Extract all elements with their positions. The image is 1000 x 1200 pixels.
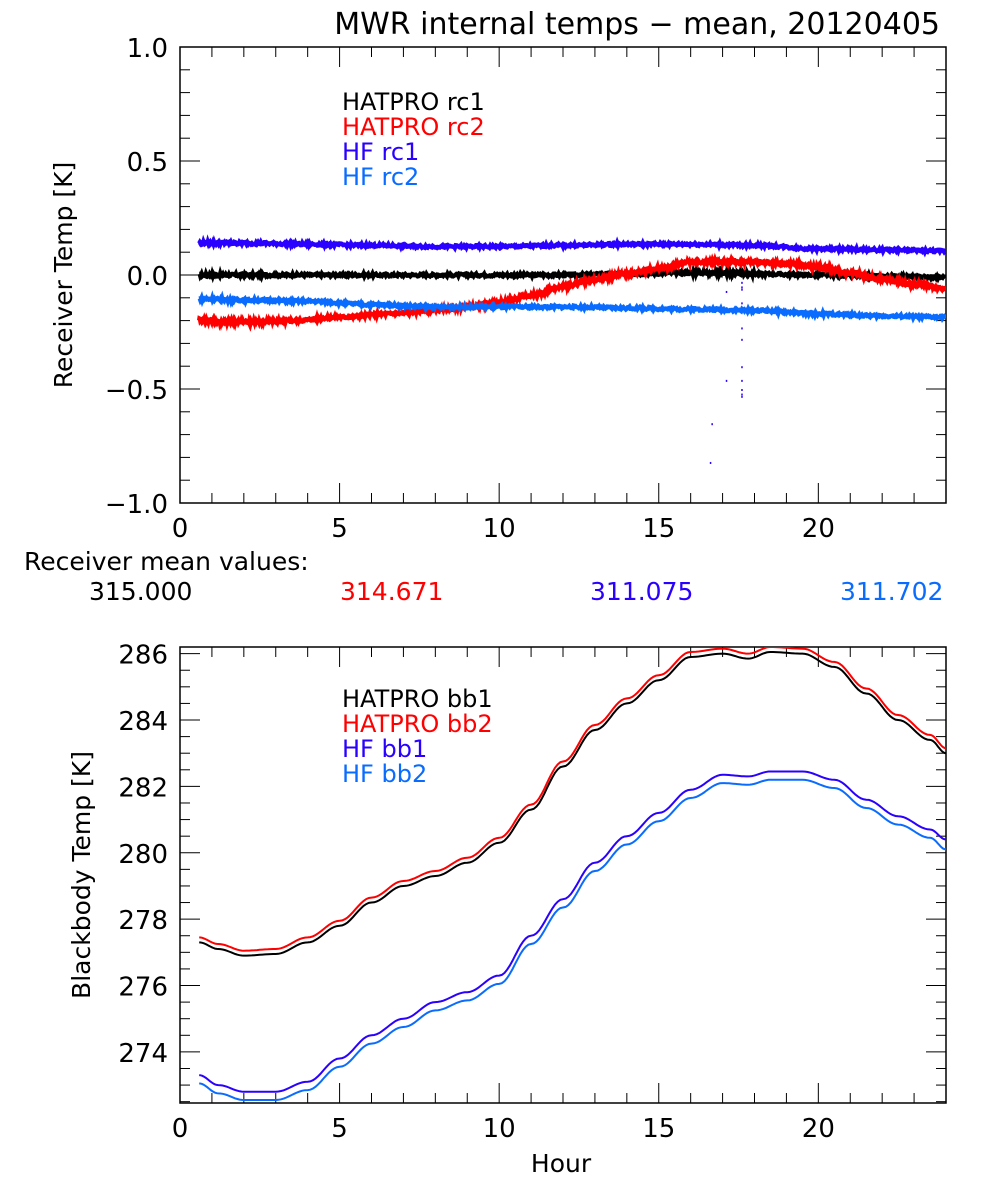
y-tick-label: −0.5 [105,376,168,406]
outlier-point [741,379,743,382]
y-tick-label: 280 [118,840,168,870]
y-axis-label: Blackbody Temp [K] [67,751,96,999]
receiver-mean-values: Receiver mean values: 315.000 314.671 31… [24,547,943,606]
legend-entry: HATPRO rc2 [342,113,485,141]
y-tick-label: 274 [118,1039,168,1069]
x-axis-label: Hour [531,1149,592,1178]
outlier-point [741,286,743,289]
series-line-hf-rc1 [197,234,946,258]
outlier-point [741,395,743,398]
outlier-point [741,288,743,291]
series-line-hatpro-rc2 [196,252,946,332]
legend-entry: HF rc1 [342,138,419,166]
receiver-mean-hatpro-rc1: 315.000 [89,577,192,606]
x-tick-label: 5 [331,1114,348,1144]
legend-entry: HATPRO bb2 [342,710,493,738]
y-tick-label: 1.0 [127,34,168,64]
outlier-point [725,290,728,293]
receiver-mean-label: Receiver mean values: [24,547,309,576]
y-tick-label: 276 [118,973,168,1003]
blackbody-temp-panel: 0 5 10 15 20 274 276 278 280 282 284 286 Blackbody T… [67,641,947,1178]
x-tick-label: 15 [642,1114,675,1144]
legend-entry: HATPRO rc1 [342,88,485,116]
series-line-hatpro-bb2 [199,647,946,952]
legend-entry: HATPRO bb1 [342,685,493,713]
x-tick-label: 15 [642,514,675,544]
plot-frame [179,646,947,1104]
receiver-mean-hf-rc2: 311.702 [840,577,943,606]
y-tick-label: 286 [118,641,168,671]
outlier-point [741,366,743,369]
legend-entry: HF rc2 [342,163,419,191]
x-tick-label: 5 [331,514,348,544]
outlier-point [725,379,728,382]
y-tick-label: 278 [118,906,168,936]
legend-entry: HF bb1 [342,735,427,763]
outlier-point [711,423,713,426]
outlier-point [741,327,743,330]
series-line-hf-bb2 [199,778,946,1101]
series-line-hf-rc2 [197,290,946,324]
legend-entry: HF bb2 [342,760,427,788]
x-tick-label: 20 [802,514,835,544]
x-tick-label: 0 [172,514,189,544]
y-tick-label: 284 [118,707,168,737]
outlier-point [741,389,743,391]
outlier-point [741,281,743,284]
y-axis-label: Receiver Temp [K] [49,162,78,389]
y-tick-label: −1.0 [105,490,168,520]
x-tick-label: 10 [483,514,516,544]
outlier-point [709,461,712,464]
receiver-mean-hf-rc1: 311.075 [590,577,693,606]
x-tick-label: 20 [802,1114,835,1144]
outlier-point [741,393,743,396]
y-tick-label: 282 [118,773,168,803]
series-line-hatpro-bb1 [199,651,946,957]
receiver-mean-hatpro-rc2: 314.671 [340,577,443,606]
y-tick-label: 0.0 [127,262,168,292]
figure-title: MWR internal temps − mean, 20120405 [334,7,940,42]
series-line-hf-bb1 [199,770,946,1093]
outlier-point [741,338,743,341]
x-tick-label: 10 [483,1114,516,1144]
receiver-temp-panel: 0 5 10 15 20 −1.0 −0.5 0.0 0.5 1.0 Receiver Temp [… [49,34,947,544]
y-tick-label: 0.5 [127,148,168,178]
x-tick-label: 0 [172,1114,189,1144]
outlier-point [741,302,743,305]
